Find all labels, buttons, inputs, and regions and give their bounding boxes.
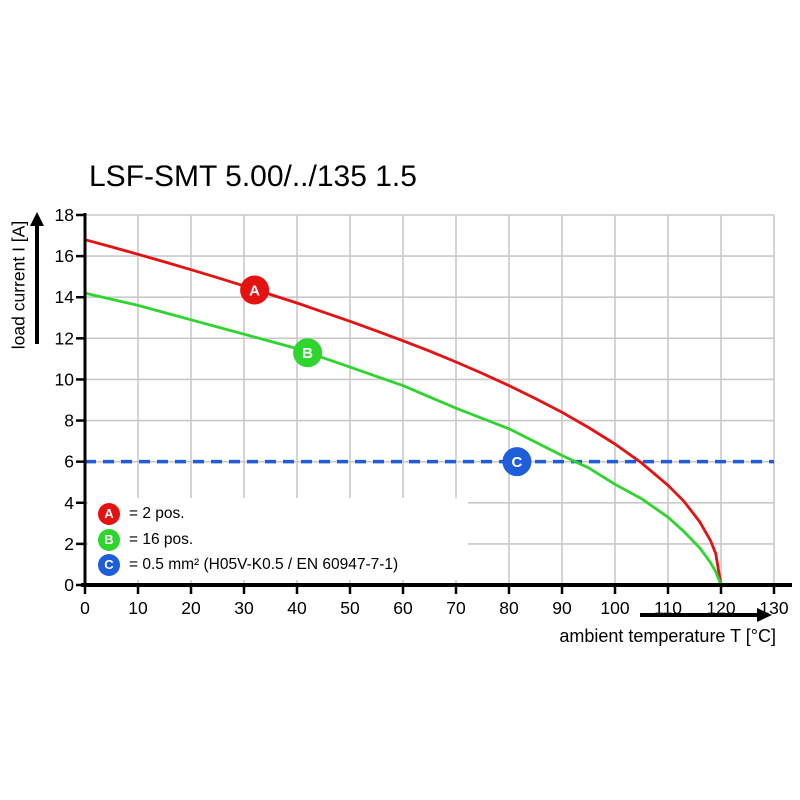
legend-marker-c-icon: C (98, 554, 120, 576)
x-tick-label: 20 (181, 598, 201, 618)
y-tick-label: 14 (55, 287, 75, 307)
y-axis-arrowhead-icon (29, 212, 44, 226)
y-tick-label: 8 (64, 411, 74, 431)
y-tick-label: 0 (64, 575, 74, 595)
legend-letter-b: B (104, 531, 114, 547)
x-tick-label: 100 (600, 598, 629, 618)
legend-label-wire-spec: = 0.5 mm² (H05V-K0.5 / EN 60947-7-1) (129, 556, 399, 573)
y-axis-arrow-icon (35, 226, 39, 344)
x-tick-label: 50 (340, 598, 360, 618)
x-tick-label: 30 (234, 598, 254, 618)
legend-marker-a-icon: A (98, 503, 120, 525)
x-tick-label: 10 (128, 598, 148, 618)
legend-letter-a: A (104, 506, 114, 521)
legend-letter-c: C (104, 557, 114, 572)
curve-marker-b: B (293, 338, 323, 368)
curve-marker-c: C (502, 447, 532, 477)
legend-label-16pos: = 16 pos. (129, 530, 194, 548)
legend-label-2pos: = 2 pos. (129, 505, 185, 522)
x-axis-arrow-icon (640, 613, 760, 617)
y-tick-label: 10 (55, 369, 75, 389)
chart-title: LSF-SMT 5.00/../135 1.5 (89, 160, 417, 193)
y-tick-label: 16 (55, 246, 74, 266)
svg-text:A: A (249, 283, 260, 300)
x-axis-label: ambient temperature T [°C] (559, 626, 776, 646)
curve-marker-a: A (240, 275, 270, 305)
x-tick-label: 90 (552, 598, 572, 618)
y-tick-label: 18 (55, 205, 74, 225)
series-a-curve (83, 238, 723, 587)
x-tick-label: 70 (446, 598, 466, 618)
legend-marker-b-icon: B (98, 528, 120, 551)
y-tick-label: 12 (55, 328, 74, 348)
legend-item-2pos: A = 2 pos. (98, 503, 185, 525)
x-tick-label: 0 (80, 598, 90, 618)
y-tick-label: 4 (64, 493, 74, 513)
axis-ticks: 0 10 20 30 40 50 60 70 80 90 100 110 120 130024681012… (55, 205, 789, 618)
chart-legend: A = 2 pos. B = 16 pos. C = 0.5 mm² (H05V… (88, 498, 468, 580)
y-tick-label: 2 (64, 534, 74, 554)
series-b-curve (83, 291, 723, 587)
svg-text:B: B (302, 345, 313, 362)
x-axis-arrowhead-icon (757, 608, 772, 622)
x-tick-label: 60 (393, 598, 413, 618)
y-tick-label: 6 (64, 452, 74, 472)
legend-item-wire-spec: C = 0.5 mm² (H05V-K0.5 / EN 60947-7-1) (98, 554, 398, 576)
x-tick-label: 40 (287, 598, 307, 618)
legend-item-16pos: B = 16 pos. (98, 528, 194, 551)
y-axis-label: load current I [A] (8, 220, 29, 350)
x-tick-label: 80 (499, 598, 519, 618)
svg-text:C: C (512, 454, 523, 471)
